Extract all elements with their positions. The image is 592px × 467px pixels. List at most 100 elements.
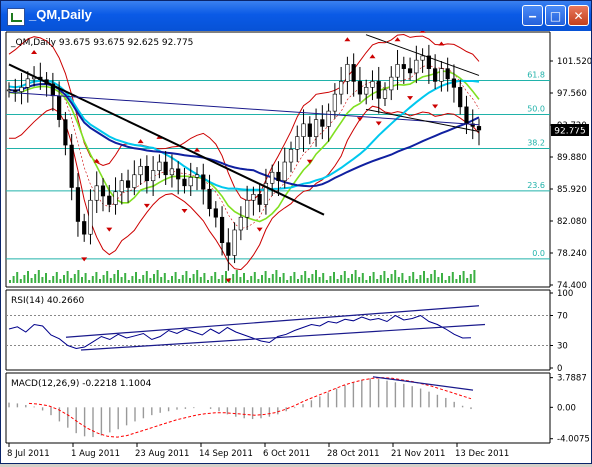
volume-bar [214, 272, 217, 283]
fractal-up-arrow [31, 49, 38, 54]
candle-body [82, 221, 87, 235]
fib-level-label: 0.0 [532, 249, 545, 258]
price-y-tick-label: 78.240 [557, 249, 587, 259]
candle-body [251, 194, 256, 201]
rsi-header: RSI(14) 40.2660 [11, 296, 84, 306]
volume-bar [63, 275, 65, 283]
current-price-label: 92.775 [554, 126, 586, 136]
macd-divergence-line [372, 376, 474, 391]
volume-bar [239, 277, 242, 283]
volume-bar [30, 278, 33, 283]
price-panel: 61.8 50.0 38.2 23.6 0.0 92.775 [6, 28, 589, 283]
volume-bar [387, 278, 389, 283]
volume-bar [156, 270, 159, 283]
price-header: _QM,Daily 93.675 93.675 92.625 92.775 [10, 38, 193, 48]
volume-bar [99, 279, 101, 283]
fractal-down-arrow [306, 159, 313, 164]
volume-bar [203, 273, 206, 283]
volume-bar [135, 272, 137, 283]
candle-body [6, 89, 12, 92]
wedge-top-line [365, 34, 480, 76]
candle-body [263, 182, 269, 205]
volume-bar [9, 280, 11, 283]
volume-bar [243, 273, 245, 283]
volume-bar [91, 276, 94, 283]
volume-bar [81, 277, 83, 283]
candle-body [433, 68, 438, 82]
candle-body [401, 64, 406, 69]
volume-bar [369, 276, 371, 283]
volume-bar [257, 279, 260, 283]
volume-bar [253, 272, 256, 283]
candle-body [63, 119, 68, 146]
downtrend-line [8, 63, 325, 216]
fractal-down-arrow [225, 278, 232, 283]
volume-bar [275, 270, 278, 283]
chart-area[interactable]: 61.8 50.0 38.2 23.6 0.0 92.775 101.520 97.560 9… [1, 28, 592, 463]
volume-bar [329, 276, 332, 283]
close-icon[interactable]: ✕ [568, 5, 589, 26]
x-tick-label: 14 Sep 2011 [199, 449, 253, 459]
candle-body [207, 188, 212, 210]
title-bar[interactable]: _QM,Daily ‒ □ ✕ [1, 1, 591, 31]
candle-body [395, 64, 400, 78]
ma-fast-line [8, 70, 480, 223]
volume-bar [55, 272, 58, 283]
volume-bar [448, 276, 451, 283]
chart-icon [7, 8, 25, 26]
volume-bar [261, 275, 263, 283]
volume-bar [455, 279, 458, 283]
candle-body [138, 165, 143, 176]
candle-body [270, 171, 275, 184]
bollinger-middle-line [8, 64, 480, 229]
volume-bar [207, 280, 209, 283]
candle-body [88, 199, 93, 235]
fractal-up-arrow [419, 28, 426, 33]
minimize-icon[interactable]: ‒ [522, 5, 543, 26]
volume-bar [124, 273, 127, 283]
rsi-y-tick-label: 0 [557, 364, 562, 374]
bollinger-upper-line [8, 33, 480, 202]
candle-body [151, 170, 156, 182]
rsi-panel [6, 305, 550, 351]
fractal-down-arrow [432, 104, 439, 109]
volume-bar [379, 275, 382, 283]
volume-bar [297, 279, 299, 283]
volume-bar [23, 275, 26, 283]
volume-bar [149, 278, 152, 283]
volume-bar [153, 274, 155, 283]
candle-body [382, 89, 388, 99]
volume-bar [347, 278, 350, 283]
candle-body [188, 177, 193, 187]
candle-body [307, 123, 312, 137]
volume-bar [70, 278, 73, 283]
volume-bar [333, 272, 335, 283]
price-y-tick-label: 101.520 [557, 57, 591, 67]
volume-bar [383, 271, 386, 283]
fractal-down-arrow [256, 227, 263, 232]
volume-bar [300, 275, 303, 283]
x-tick-label: 1 Aug 2011 [71, 449, 120, 459]
candle-body [113, 191, 118, 205]
candle-body [364, 87, 369, 95]
volume-bar [59, 279, 62, 283]
price-y-tick-label: 93.720 [557, 121, 587, 131]
volume-bar [343, 271, 346, 283]
candle-body [163, 161, 168, 176]
candle-body [351, 64, 356, 82]
volume-bar [282, 273, 285, 283]
volume-bar [390, 274, 393, 283]
volume-bar [415, 279, 418, 283]
volume-bar [250, 276, 253, 283]
volume-bar [423, 271, 425, 283]
candle-body [169, 168, 175, 176]
candle-body [414, 59, 419, 74]
volume-bar [394, 270, 397, 283]
volume-bar [160, 277, 163, 283]
maximize-icon[interactable]: □ [545, 5, 566, 26]
chart-canvas[interactable]: 61.8 50.0 38.2 23.6 0.0 92.775 101.520 97.560 9… [1, 28, 592, 463]
volume-bar [12, 276, 15, 283]
volume-bar [444, 280, 447, 283]
volume-bar [264, 271, 267, 283]
volume-bar [315, 270, 317, 283]
